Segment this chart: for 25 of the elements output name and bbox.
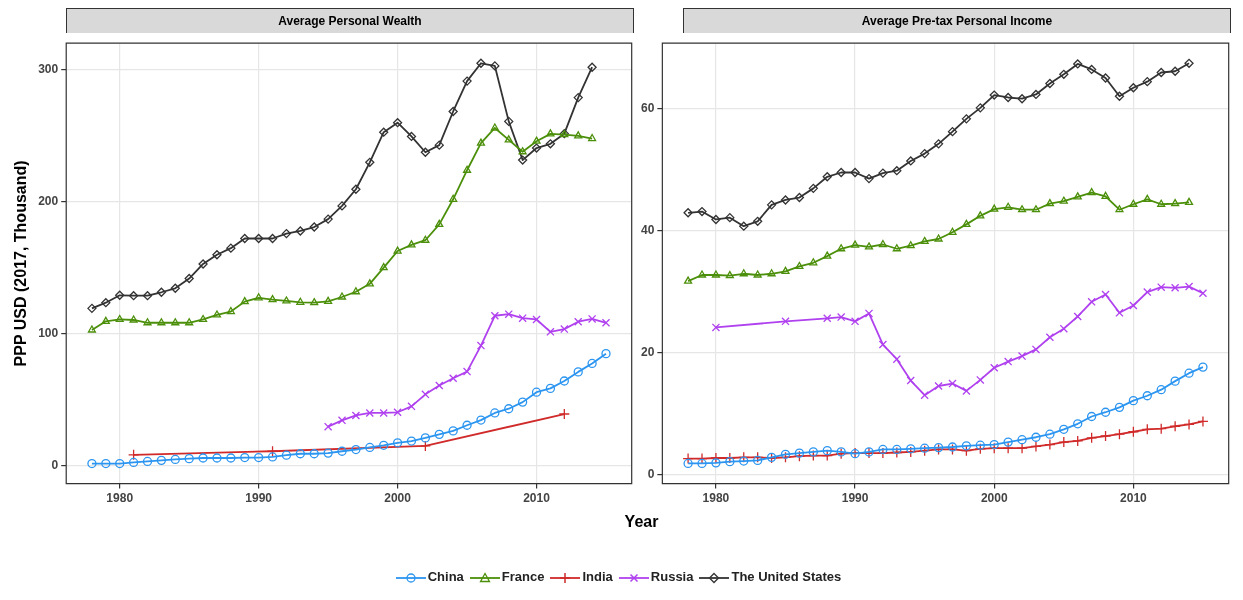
legend-label: India <box>582 569 613 584</box>
chart-title: Average Pre-tax Personal Income <box>683 8 1231 33</box>
y-tick-label: 60 <box>640 100 655 115</box>
y-tick-label: 300 <box>38 62 59 77</box>
y-tick-label: 0 <box>51 458 59 473</box>
x-tick-label: 2000 <box>980 491 1008 506</box>
chart-title: Average Personal Wealth <box>66 8 634 33</box>
y-tick-label: 0 <box>647 466 655 481</box>
x-axis-title: Year <box>623 513 660 531</box>
y-tick-label: 100 <box>38 326 59 341</box>
y-tick-label: 40 <box>640 222 655 237</box>
x-tick-label: 2000 <box>384 491 412 506</box>
x-tick-label: 2010 <box>1120 491 1148 506</box>
legend-label: France <box>501 569 545 584</box>
y-axis-title: PPP USD (2017, Thousand) <box>12 160 30 367</box>
x-tick-label: 1990 <box>841 491 869 506</box>
x-tick-label: 1990 <box>245 491 273 506</box>
x-tick-label: 1980 <box>702 491 730 506</box>
x-tick-label: 1980 <box>106 491 134 506</box>
y-tick-label: 20 <box>640 344 655 359</box>
x-tick-label: 2010 <box>523 491 551 506</box>
legend-label: Russia <box>650 569 694 584</box>
legend-label: China <box>427 569 464 584</box>
legend-label: The United States <box>731 569 842 584</box>
y-tick-label: 200 <box>38 194 59 209</box>
